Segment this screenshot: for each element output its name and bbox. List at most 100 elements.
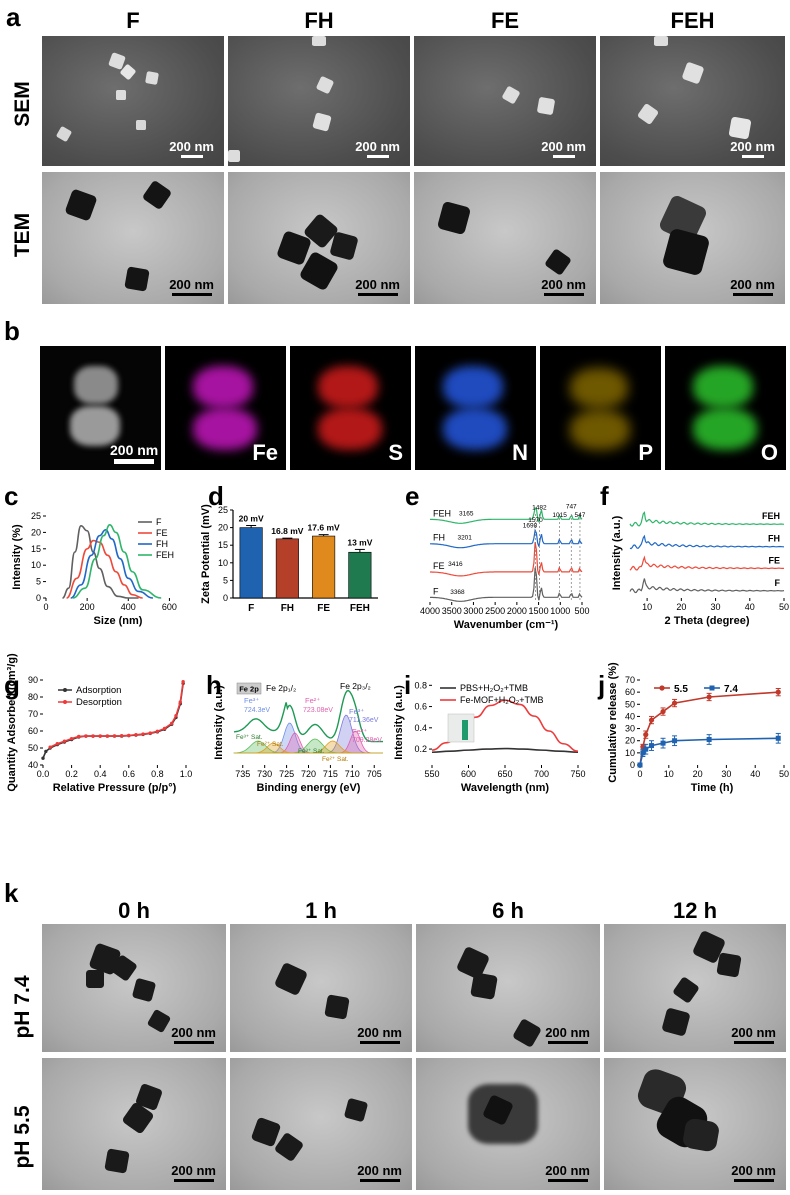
peak-label: Fe³⁺ (349, 707, 364, 716)
x-tick-label: 20 (676, 602, 686, 612)
marker-Desorption (91, 734, 95, 738)
k-row-pH55: pH 5.5 (11, 1105, 34, 1169)
x-tick-label: 200 (80, 602, 95, 612)
marker-7.4 (649, 743, 655, 749)
panel-label-d: d (208, 481, 224, 511)
k-image-pH55-0h: 200 nm (42, 1058, 226, 1190)
y-tick-label: 10 (218, 558, 228, 568)
y-tick-label: 70 (625, 675, 635, 685)
x-tick-label: 1500 (529, 606, 549, 616)
y-tick-label: 30 (625, 724, 635, 734)
series-line-F (629, 578, 785, 594)
y-tick-label: 0 (630, 760, 635, 770)
marker-Desorption (178, 700, 182, 704)
k-image-pH74-1h: 200 nm (230, 924, 412, 1052)
panel-label-j: j (598, 670, 606, 700)
series-line-FEH (72, 524, 162, 599)
peak-annotation: 1482 (532, 505, 547, 512)
k-col-6h: 6 h (492, 898, 524, 923)
tem-image-F: 200 nm (42, 172, 224, 304)
a-col-FEH: FEH (670, 8, 715, 33)
scale-label: 200 nm (355, 277, 400, 292)
scale-label: 200 nm (171, 1025, 216, 1040)
marker-Desorption (48, 745, 52, 749)
marker-Desorption (84, 734, 88, 738)
a-col-FH: FH (304, 8, 334, 33)
inset-photo (447, 713, 475, 743)
marker-Desorption (181, 680, 185, 684)
x-tick-label: 400 (121, 602, 136, 612)
y-tick-label: 70 (28, 709, 38, 719)
series-line-FE (629, 555, 785, 571)
legend-marker-5.5 (659, 685, 665, 691)
y-tick-label: 10 (31, 560, 41, 570)
y-tick-label: 10 (625, 748, 635, 758)
peak-label: Fe²⁺ Sat. (322, 756, 349, 763)
y-tick-label: 0 (36, 593, 41, 603)
x-tick-label: 705 (367, 769, 382, 779)
peak-label: Fe³⁺ (244, 696, 259, 705)
peak-label: Fe 2p₃/₂ (340, 681, 371, 691)
y-tick-label: 50 (625, 699, 635, 709)
y-axis-label-d: Zeta Potential (mV) (200, 504, 212, 604)
k-image-pH55-12h: 200 nm (604, 1058, 786, 1190)
peak-label: 724.3eV (244, 707, 270, 714)
series-line-5.5 (639, 691, 779, 766)
y-tick-label: 20 (218, 523, 228, 533)
x-axis-label-j: Time (h) (691, 782, 734, 794)
series-line-FEH (430, 507, 583, 524)
x-tick-label: 0.8 (151, 769, 164, 779)
series-line-FH (430, 528, 583, 549)
marker-Desorption (98, 734, 102, 738)
x-tick-label: 750 (570, 769, 585, 779)
k-row-pH74: pH 7.4 (11, 975, 34, 1039)
scale-label: 200 nm (731, 1025, 776, 1040)
tag-label: Fe 2p (239, 685, 259, 694)
eds-map-Fe: Fe (165, 346, 286, 470)
y-axis-label-j: Cumulative release (%) (607, 662, 619, 783)
data-label-FEH: 13 mV (347, 537, 372, 547)
x-tick-label: 0.0 (37, 769, 50, 779)
scale-label: 200 nm (545, 1163, 590, 1178)
y-tick-label: 25 (31, 511, 41, 521)
k-col-0h: 0 h (118, 898, 150, 923)
marker-7.4 (637, 762, 643, 768)
tem-image-FE: 200 nm (414, 172, 596, 304)
x-tick-label: 730 (257, 769, 272, 779)
marker-Desorption (148, 731, 152, 735)
legend-label-1: Fe-MOF+H₂O₂+TMB (460, 695, 544, 705)
x-tick-label: 735 (235, 769, 250, 779)
x-axis-label-h: Binding energy (eV) (257, 782, 361, 794)
a-col-FE: FE (490, 8, 520, 33)
x-tick-label: 3000 (463, 606, 483, 616)
scale-label: 200 nm (169, 139, 214, 154)
k-image-pH74-0h: 200 nm (42, 924, 226, 1052)
data-label-FE: 17.6 mV (308, 523, 340, 533)
peak-label: Fe²⁺ (352, 727, 367, 736)
x-tick-label: 30 (711, 602, 721, 612)
scale-label: 200 nm (541, 277, 586, 292)
x-tick-label: 3500 (442, 606, 462, 616)
x-tick-label: 2500 (485, 606, 505, 616)
y-tick-label: 15 (31, 544, 41, 554)
y-axis-label-f: Intensity (a.u.) (611, 515, 623, 590)
x-tick-label: 600 (162, 602, 177, 612)
peak-label: 711.36eV (349, 717, 379, 724)
marker-7.4 (706, 737, 712, 742)
panel-label-g: g (4, 670, 20, 700)
bar-FE (312, 535, 336, 599)
series-line-FE (430, 542, 583, 577)
legend-label-FH: FH (156, 539, 168, 549)
y-tick-label: 0.2 (414, 744, 427, 754)
series-label-FE: FE (433, 561, 445, 571)
marker-7.4 (672, 738, 678, 744)
marker-Adsorption (41, 756, 45, 760)
x-tick-label: 50 (779, 769, 789, 779)
x-tick-label: 715 (323, 769, 338, 779)
bar-FH (275, 538, 299, 599)
series-label-FEH: FEH (762, 511, 780, 521)
scale-label: 200 nm (357, 1163, 402, 1178)
k-image-pH74-12h: 200 nm (604, 924, 786, 1052)
k-col-1h: 1 h (305, 898, 337, 923)
x-tick-label: 1.0 (180, 769, 193, 779)
